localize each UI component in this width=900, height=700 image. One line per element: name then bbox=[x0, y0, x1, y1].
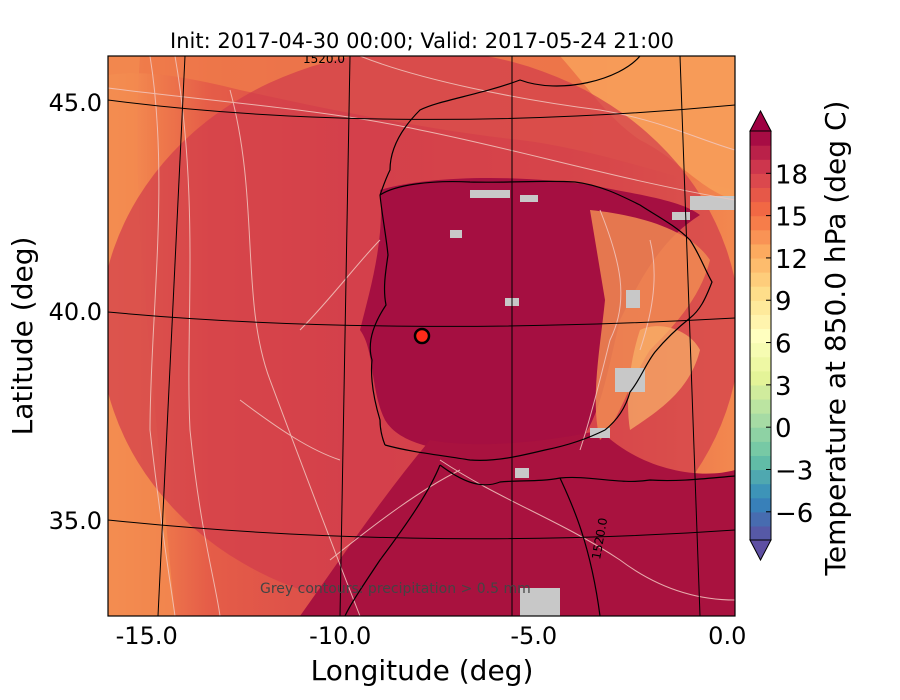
x-tick-label: -15.0 bbox=[116, 622, 178, 650]
colorbar-level bbox=[750, 427, 771, 442]
colorbar-level bbox=[750, 413, 771, 428]
colorbar-tick-label: −3 bbox=[775, 456, 813, 486]
colorbar-level bbox=[750, 370, 771, 386]
colorbar-level bbox=[750, 511, 771, 527]
colorbar-tick-label: 3 bbox=[775, 372, 792, 402]
coastline-france bbox=[379, 56, 641, 196]
colorbar-level bbox=[750, 497, 771, 513]
coastline-africa-west bbox=[344, 464, 441, 616]
colorbar-label: Temperature at 850.0 hPa (deg C) bbox=[819, 101, 852, 577]
colorbar-extend-max bbox=[749, 109, 772, 132]
map-plot: 1520.0 1520.0 Grey contours: precipitati… bbox=[108, 52, 735, 616]
colorbar-level bbox=[750, 483, 771, 499]
colorbar-level bbox=[750, 272, 771, 287]
colorbar-level bbox=[750, 441, 771, 456]
colorbar-level bbox=[750, 243, 771, 259]
colorbar-tick-label: 9 bbox=[775, 287, 792, 317]
longitude-line-0 bbox=[679, 56, 701, 616]
colorbar-level bbox=[750, 215, 771, 231]
colorbar-level bbox=[750, 342, 771, 358]
latitude-line-45 bbox=[108, 99, 735, 120]
coastline-iberia-south bbox=[384, 429, 606, 461]
colorbar-level bbox=[750, 159, 771, 174]
colorbar-frame bbox=[749, 130, 772, 541]
coastline-africa-interior bbox=[559, 477, 601, 616]
colorbar-level bbox=[750, 314, 771, 330]
map-frame bbox=[107, 55, 736, 617]
precipitation-annotation: Grey contours: precipitation > 0.5 mm bbox=[260, 581, 531, 597]
location-marker bbox=[413, 327, 431, 345]
colorbar-level bbox=[750, 469, 771, 485]
graticule bbox=[108, 56, 735, 616]
temperature-band-northeast bbox=[560, 56, 735, 200]
colorbar-level bbox=[750, 229, 771, 245]
coastlines bbox=[344, 56, 735, 616]
colorbar-tick-label: 0 bbox=[775, 414, 792, 444]
longitude-line-minus-15 bbox=[157, 56, 186, 616]
y-axis-ticks: 35.0 40.0 45.0 bbox=[49, 89, 102, 535]
colorbar-level bbox=[750, 187, 771, 203]
x-axis-label: Longitude (deg) bbox=[311, 654, 534, 687]
colorbar-level bbox=[750, 328, 771, 344]
y-tick-label: 35.0 bbox=[49, 507, 102, 535]
y-axis-label: Latitude (deg) bbox=[6, 237, 39, 436]
colorbar-tick-label: 15 bbox=[775, 203, 808, 233]
colorbar-level bbox=[750, 286, 771, 301]
colorbar-level bbox=[750, 300, 771, 315]
latitude-line-35 bbox=[108, 519, 735, 540]
x-axis-ticks: -15.0 -10.0 -5.0 0.0 bbox=[116, 622, 747, 650]
colorbar: −6 −3 0 3 6 9 12 15 18 bbox=[749, 109, 813, 562]
colorbar-level bbox=[750, 455, 771, 471]
x-tick-label: -10.0 bbox=[309, 622, 371, 650]
x-tick-label: -5.0 bbox=[510, 622, 557, 650]
latitude-line-40 bbox=[108, 311, 735, 327]
colorbar-tick-label: −6 bbox=[775, 499, 813, 529]
chart-title: Init: 2017-04-30 00:00; Valid: 2017-05-2… bbox=[170, 29, 674, 53]
colorbar-level bbox=[750, 173, 771, 189]
coastline-iberia-north-west bbox=[379, 180, 713, 431]
colorbar-extend-min bbox=[749, 539, 772, 562]
colorbar-level bbox=[750, 131, 771, 146]
coastline-iberia-west bbox=[369, 194, 389, 446]
y-tick-label: 45.0 bbox=[49, 89, 102, 117]
colorbar-level bbox=[750, 145, 771, 160]
colorbar-level bbox=[750, 356, 771, 372]
colorbar-level bbox=[750, 384, 771, 400]
colorbar-level bbox=[750, 201, 771, 217]
x-tick-label: 0.0 bbox=[708, 622, 746, 650]
temperature-east-coast-warm bbox=[628, 326, 700, 430]
colorbar-tick-label: 6 bbox=[775, 330, 792, 360]
colorbar-tick-label: 18 bbox=[775, 160, 808, 190]
colorbar-level bbox=[750, 525, 771, 541]
longitude-line-minus-10 bbox=[339, 56, 351, 616]
colorbar-level bbox=[750, 257, 771, 273]
temperature-hot-south bbox=[300, 430, 735, 616]
colorbar-tick-label: 12 bbox=[775, 245, 808, 275]
temperature-contours bbox=[108, 56, 735, 616]
y-tick-label: 40.0 bbox=[49, 298, 102, 326]
coastline-africa bbox=[439, 464, 735, 486]
colorbar-level bbox=[750, 398, 771, 414]
contour-label-top: 1520.0 bbox=[303, 52, 345, 66]
